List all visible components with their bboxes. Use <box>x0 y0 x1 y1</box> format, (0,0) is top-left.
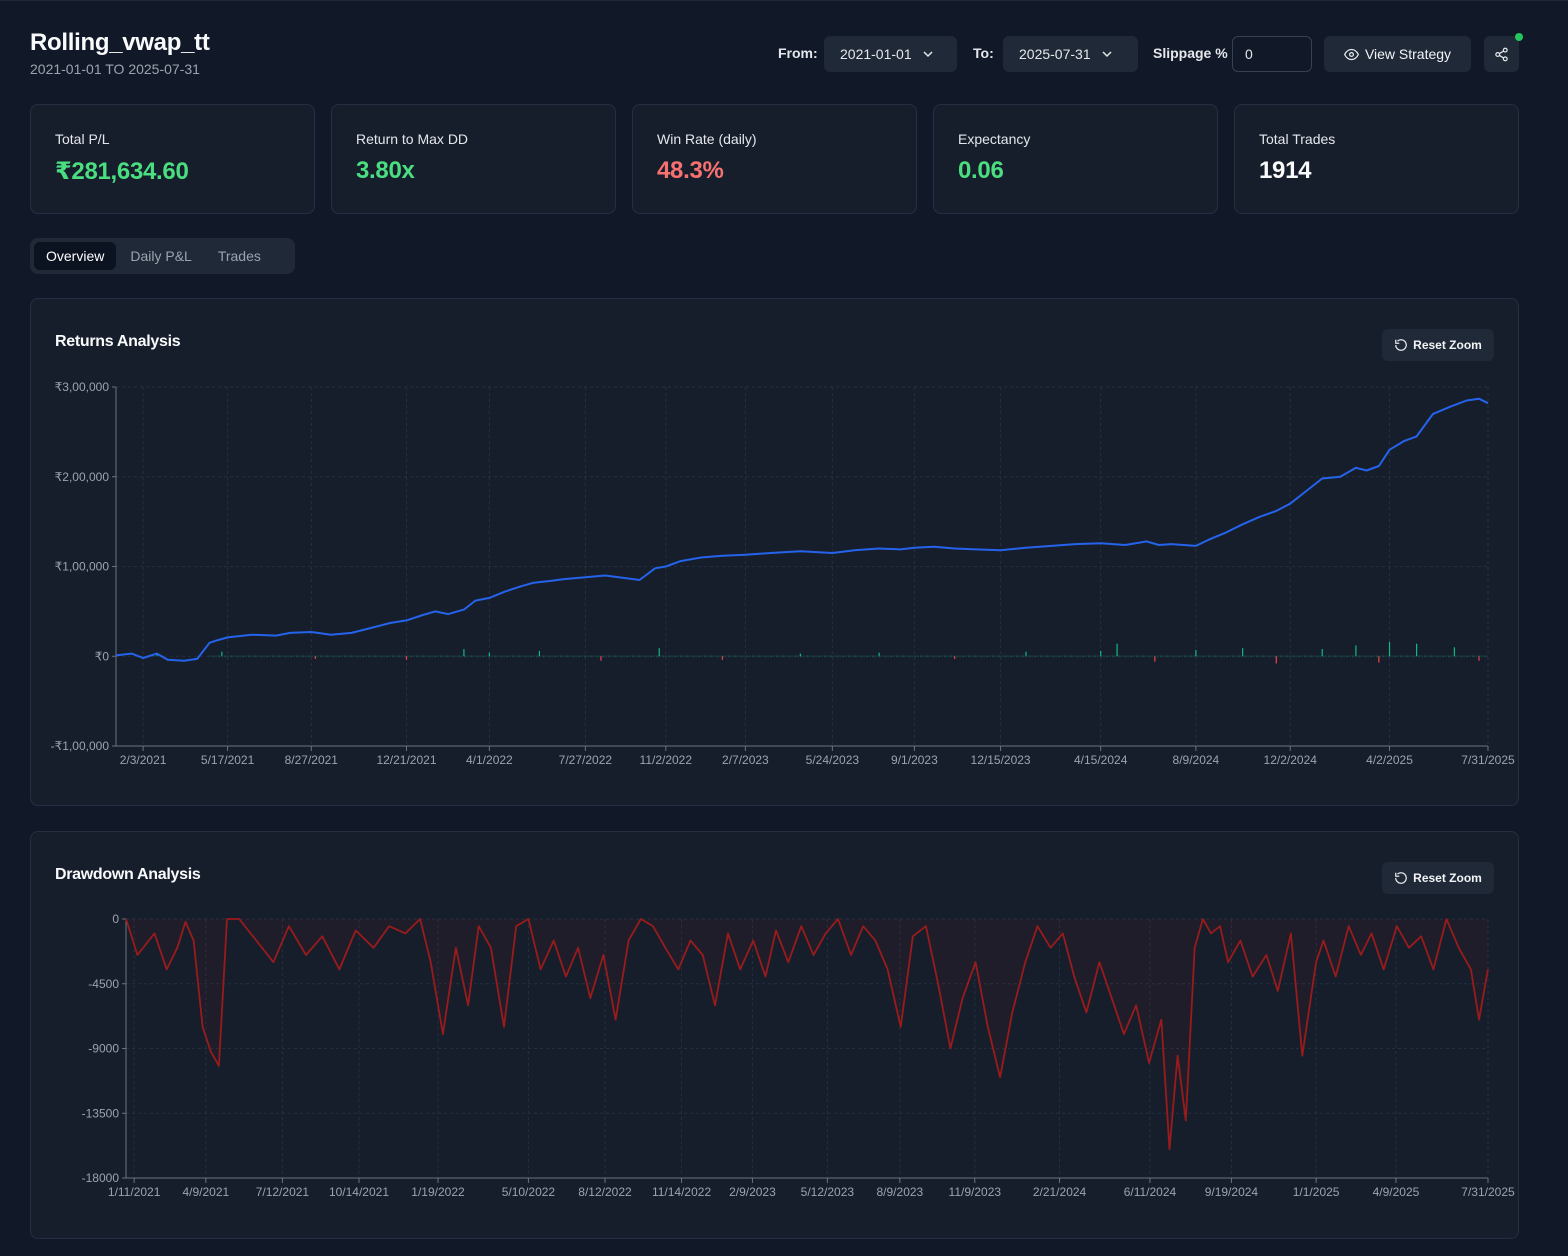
stat-card-total-trades: Total Trades 1914 <box>1234 104 1519 214</box>
share-icon <box>1495 47 1508 61</box>
stat-label: Win Rate (daily) <box>657 131 757 147</box>
to-date-dropdown[interactable]: 2025-07-31 <box>1003 36 1138 72</box>
drawdown-analysis-panel: Drawdown Analysis Reset Zoom <box>30 831 1519 1239</box>
view-tabs: Overview Daily P&L Trades <box>30 238 295 274</box>
from-date-dropdown[interactable]: 2021-01-01 <box>824 36 957 72</box>
top-border <box>0 0 1568 1</box>
view-strategy-button[interactable]: View Strategy <box>1324 36 1471 72</box>
stat-label: Total P/L <box>55 131 110 147</box>
stat-label: Expectancy <box>958 131 1031 147</box>
page-title: Rolling_vwap_tt <box>30 29 210 56</box>
status-indicator-dot <box>1515 33 1523 41</box>
returns-reset-zoom-button[interactable]: Reset Zoom <box>1382 329 1494 361</box>
drawdown-reset-zoom-button[interactable]: Reset Zoom <box>1382 862 1494 894</box>
stat-value: 0.06 <box>958 157 1004 184</box>
stat-value: ₹281,634.60 <box>55 158 189 185</box>
to-label: To: <box>973 45 994 61</box>
reset-zoom-label: Reset Zoom <box>1413 338 1482 352</box>
returns-analysis-panel: Returns Analysis Reset Zoom <box>30 298 1519 806</box>
slippage-label: Slippage % <box>1153 45 1228 61</box>
drawdown-analysis-title: Drawdown Analysis <box>55 866 201 883</box>
from-label: From: <box>778 45 818 61</box>
stat-label: Return to Max DD <box>356 131 469 147</box>
reset-icon <box>1395 339 1408 351</box>
chevron-down-icon <box>923 51 933 58</box>
to-date-value: 2025-07-31 <box>1019 46 1091 62</box>
eye-icon <box>1343 48 1359 60</box>
stat-card-total-pl: Total P/L ₹281,634.60 <box>30 104 315 214</box>
returns-analysis-title: Returns Analysis <box>55 333 181 350</box>
stat-value: 48.3% <box>657 157 724 184</box>
stat-value: 1914 <box>1259 157 1312 184</box>
stat-card-return-to-max-dd: Return to Max DD 3.80x <box>331 104 616 214</box>
stat-label: Total Trades <box>1259 131 1336 147</box>
from-date-value: 2021-01-01 <box>840 46 912 62</box>
stat-value: 3.80x <box>356 157 415 184</box>
tab-daily-pl[interactable]: Daily P&L <box>130 248 192 264</box>
share-button[interactable] <box>1484 36 1519 72</box>
tab-overview[interactable]: Overview <box>34 242 117 270</box>
slippage-input[interactable] <box>1232 36 1312 72</box>
date-range-subtitle: 2021-01-01 TO 2025-07-31 <box>30 61 200 77</box>
reset-zoom-label: Reset Zoom <box>1413 871 1482 885</box>
tab-trades[interactable]: Trades <box>217 248 261 264</box>
chevron-down-icon <box>1102 51 1112 58</box>
stat-card-win-rate: Win Rate (daily) 48.3% <box>632 104 917 214</box>
view-strategy-label: View Strategy <box>1364 46 1452 62</box>
reset-icon <box>1395 872 1408 884</box>
stat-card-expectancy: Expectancy 0.06 <box>933 104 1218 214</box>
